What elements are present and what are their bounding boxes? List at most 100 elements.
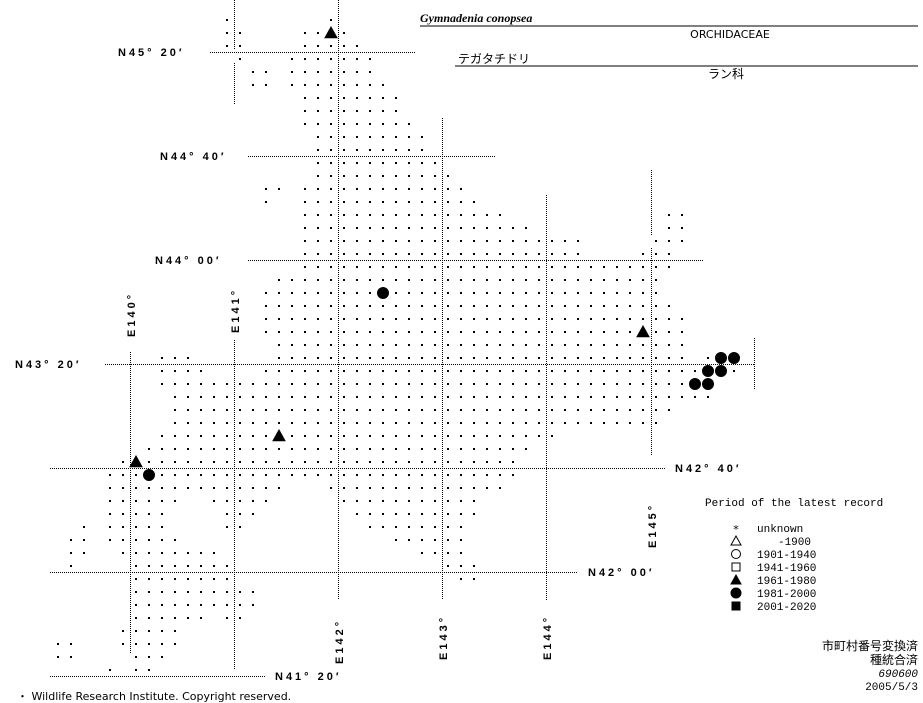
mesh-dot (304, 279, 306, 281)
mesh-dot (343, 201, 345, 203)
mesh-dot (668, 396, 670, 398)
mesh-dot (447, 318, 449, 320)
mesh-dot (499, 487, 501, 489)
mesh-dot (278, 292, 280, 294)
mesh-dot (291, 422, 293, 424)
mesh-dot (278, 331, 280, 333)
mesh-dot (642, 409, 644, 411)
mesh-dot (447, 565, 449, 567)
mesh-dot (486, 422, 488, 424)
mesh-dot (460, 578, 462, 580)
mesh-dot (486, 227, 488, 229)
mesh-dot (343, 409, 345, 411)
mesh-dot (252, 461, 254, 463)
mesh-dot (460, 422, 462, 424)
mesh-dot (473, 422, 475, 424)
mesh-dot (330, 253, 332, 255)
mesh-dot (499, 292, 501, 294)
mesh-dot (330, 266, 332, 268)
mesh-dot (577, 396, 579, 398)
legend-label: 1961-1980 (757, 576, 816, 588)
mesh-dot (382, 435, 384, 437)
mesh-dot (512, 435, 514, 437)
mesh-dot (226, 513, 228, 515)
mesh-dot (447, 435, 449, 437)
mesh-dot (629, 370, 631, 372)
mesh-dot (525, 383, 527, 385)
mesh-dot (616, 422, 618, 424)
mesh-dot (161, 630, 163, 632)
mesh-dot (616, 331, 618, 333)
mesh-dot (538, 240, 540, 242)
mesh-dot (356, 344, 358, 346)
mesh-dot (616, 383, 618, 385)
mesh-dot (434, 344, 436, 346)
mesh-dot (148, 578, 150, 580)
mesh-dot (226, 45, 228, 47)
mesh-dot (603, 370, 605, 372)
mesh-dot (291, 305, 293, 307)
mesh-dot (304, 58, 306, 60)
record-marker-1961-1980 (324, 25, 338, 39)
mesh-dot (408, 279, 410, 281)
mesh-dot (642, 370, 644, 372)
mesh-dot (317, 448, 319, 450)
mesh-dot (577, 305, 579, 307)
mesh-dot (421, 266, 423, 268)
mesh-dot (538, 305, 540, 307)
mesh-dot (629, 396, 631, 398)
mesh-dot (590, 370, 592, 372)
mesh-dot (304, 448, 306, 450)
mesh-dot (369, 266, 371, 268)
mesh-dot (174, 617, 176, 619)
mesh-dot (226, 617, 228, 619)
mesh-dot (265, 201, 267, 203)
mesh-dot (252, 591, 254, 593)
mesh-dot (460, 552, 462, 554)
mesh-dot (590, 383, 592, 385)
mesh-dot (629, 305, 631, 307)
mesh-dot (239, 45, 241, 47)
mesh-dot (577, 422, 579, 424)
mesh-dot (278, 370, 280, 372)
mesh-dot (525, 292, 527, 294)
mesh-dot (122, 513, 124, 515)
open-triangle-icon (730, 534, 742, 546)
mesh-dot (447, 461, 449, 463)
mesh-dot (200, 487, 202, 489)
mesh-dot (395, 448, 397, 450)
mesh-dot (525, 448, 527, 450)
mesh-dot (382, 422, 384, 424)
mesh-dot (161, 526, 163, 528)
mesh-dot (187, 487, 189, 489)
mesh-dot (447, 552, 449, 554)
mesh-dot (369, 123, 371, 125)
mesh-dot (213, 565, 215, 567)
mesh-dot (499, 305, 501, 307)
mesh-dot (603, 305, 605, 307)
mesh-dot (70, 565, 72, 567)
mesh-dot (265, 318, 267, 320)
mesh-dot (356, 175, 358, 177)
mesh-dot (330, 279, 332, 281)
mesh-dot (486, 487, 488, 489)
mesh-dot (551, 318, 553, 320)
mesh-dot (499, 331, 501, 333)
mesh-dot (408, 201, 410, 203)
mesh-dot (356, 487, 358, 489)
mesh-dot (434, 227, 436, 229)
mesh-dot (148, 526, 150, 528)
mesh-dot (460, 331, 462, 333)
mesh-dot (525, 318, 527, 320)
mesh-dot (616, 409, 618, 411)
mesh-dot (304, 422, 306, 424)
mesh-dot (564, 409, 566, 411)
mesh-dot (512, 409, 514, 411)
mesh-dot (330, 487, 332, 489)
mesh-dot (343, 500, 345, 502)
mesh-dot (551, 279, 553, 281)
mesh-dot (343, 110, 345, 112)
mesh-dot (577, 279, 579, 281)
species-header: Gymnadenia conopsea ORCHIDACEAE テガタチドリ ラ… (420, 11, 918, 81)
mesh-dot (356, 84, 358, 86)
